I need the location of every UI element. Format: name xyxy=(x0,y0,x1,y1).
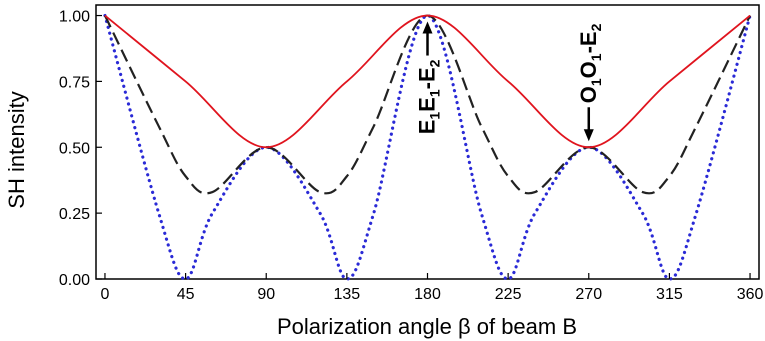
y-tick-label-0: 0.00 xyxy=(59,272,90,289)
x-tick-label-2: 90 xyxy=(257,286,275,303)
series-line-0 xyxy=(104,14,751,149)
y-axis-label: SH intensity xyxy=(4,91,29,208)
x-tick-label-7: 315 xyxy=(656,286,683,303)
annotation-layer: E1E1-E2 O1O1-E2 xyxy=(415,21,604,142)
x-tick-label-3: 135 xyxy=(334,286,361,303)
x-tick-label-4: 180 xyxy=(414,286,441,303)
annotation-label-1: O1O1-E2 xyxy=(576,23,604,103)
series-layer xyxy=(103,13,752,281)
annotation-0: E1E1-E2 xyxy=(415,21,443,134)
x-tick-label-6: 270 xyxy=(575,286,602,303)
series-line-2 xyxy=(103,13,752,281)
x-tick-label-8: 360 xyxy=(737,286,764,303)
annotation-label-0: E1E1-E2 xyxy=(415,59,443,134)
annotation-1: O1O1-E2 xyxy=(576,23,604,142)
x-tick-label-0: 0 xyxy=(101,286,110,303)
x-tick-label-5: 225 xyxy=(495,286,522,303)
y-tick-label-2: 0.50 xyxy=(59,140,90,157)
x-axis-label: Polarization angle β of beam B xyxy=(277,314,577,339)
y-tick-label-4: 1.00 xyxy=(59,9,90,26)
annotation-arrowhead-1 xyxy=(583,129,594,142)
axis-layer: 0 45 90 135 180 225 270 315 360 0.00 0.25 0.50 0.75 1… xyxy=(59,9,764,303)
y-tick-label-3: 0.75 xyxy=(59,74,90,91)
y-tick-label-1: 0.25 xyxy=(59,206,90,223)
x-tick-label-1: 45 xyxy=(177,286,195,303)
annotation-arrowhead-0 xyxy=(422,21,433,34)
